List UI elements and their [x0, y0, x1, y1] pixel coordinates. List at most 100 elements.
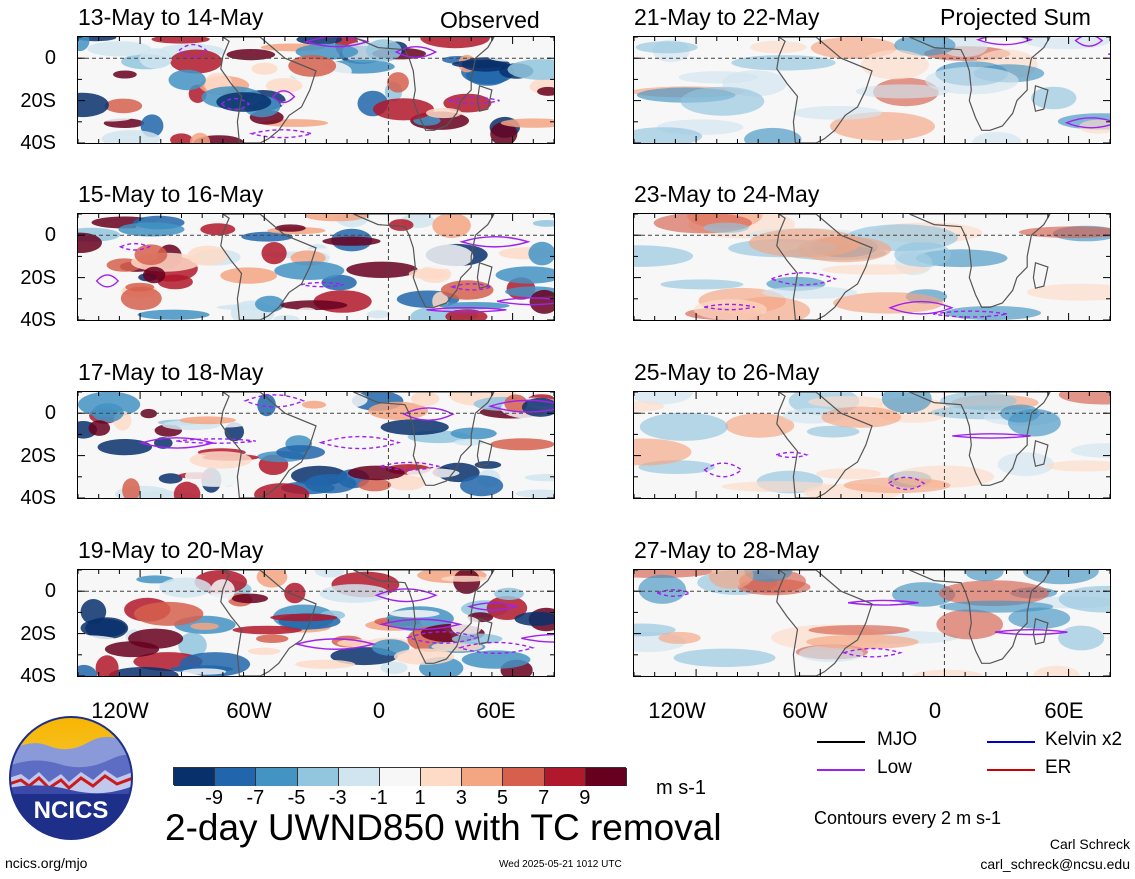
low-contour — [374, 588, 438, 603]
anomaly-blob — [346, 261, 418, 278]
anomaly-blob — [134, 244, 168, 265]
anomaly-blob — [270, 613, 338, 622]
wind-field — [78, 214, 554, 320]
anomaly-blob — [358, 478, 392, 492]
wind-field — [634, 37, 1110, 143]
anomaly-blob — [748, 228, 862, 258]
anomaly-blob — [944, 306, 1041, 320]
anomaly-blob — [634, 438, 692, 466]
south-america-outline — [776, 214, 873, 320]
colorbar-tick-label: -9 — [205, 787, 224, 809]
anomaly-blob — [1058, 392, 1110, 405]
low-contour — [318, 435, 402, 450]
anomaly-blob — [744, 127, 802, 143]
anomaly-blob — [241, 231, 293, 242]
anomaly-blob — [938, 580, 1049, 607]
anomaly-blob — [347, 465, 405, 481]
anomaly-blob — [925, 66, 1019, 95]
anomaly-blob — [104, 98, 143, 114]
footer-author: Carl Schreck — [1049, 836, 1130, 852]
madagascar-outline — [1032, 439, 1049, 467]
legend-swatch-low — [817, 769, 865, 771]
anomaly-blob — [529, 289, 554, 314]
anomaly-blob — [178, 632, 207, 658]
anomaly-blob — [304, 214, 368, 222]
low-contour — [243, 394, 306, 408]
anomaly-blob — [537, 86, 554, 96]
anomaly-blob — [843, 477, 951, 494]
anomaly-blob — [673, 648, 776, 667]
colorbar-cell — [215, 768, 257, 786]
y-tick-label: 20S — [20, 267, 56, 289]
anomaly-blob — [486, 596, 528, 620]
anomaly-blob — [280, 98, 339, 110]
anomaly-blob — [532, 220, 554, 227]
anomaly-blob — [387, 474, 426, 491]
low-contour — [378, 618, 463, 631]
anomaly-blob — [1023, 570, 1099, 585]
legend-label-mjo: MJO — [877, 729, 918, 750]
y-tick-label: 40S — [20, 309, 56, 331]
footer-email[interactable]: carl_schreck@ncsu.edu — [980, 856, 1130, 872]
low-contour — [248, 129, 315, 139]
colorbar-tick-label: -7 — [246, 787, 265, 809]
anomaly-blob — [972, 132, 1022, 143]
anomaly-blob — [798, 645, 864, 663]
panel-title: 25-May to 26-May — [634, 359, 820, 385]
footer-url[interactable]: ncics.org/mjo — [5, 855, 88, 871]
anomaly-blob — [200, 223, 236, 236]
projected-panel-1 — [633, 36, 1111, 144]
y-tick-label: 0 — [44, 402, 56, 424]
wind-field — [78, 570, 554, 676]
ncics-logo[interactable]: NCICS — [9, 716, 133, 840]
anomaly-blob — [380, 661, 408, 674]
anomaly-blob — [373, 98, 434, 121]
low-contour — [466, 602, 519, 611]
anomaly-blob — [939, 600, 1054, 613]
anomaly-blob — [634, 623, 676, 637]
x-tick-label: 0 — [372, 698, 386, 723]
x-tick-label: 120W — [648, 698, 706, 723]
anomaly-blob — [88, 420, 111, 436]
low-contour — [487, 399, 554, 413]
anomaly-blob — [86, 114, 132, 122]
anomaly-blob — [494, 587, 524, 600]
anomaly-blob — [154, 437, 173, 449]
anomaly-blob — [703, 222, 749, 233]
anomaly-blob — [808, 396, 888, 408]
low-contour — [1074, 37, 1104, 47]
x-tick-label: 60E — [476, 698, 516, 723]
low-contour — [118, 242, 151, 251]
anomaly-blob — [365, 39, 402, 62]
anomaly-blob — [892, 582, 956, 607]
anomaly-blob — [265, 78, 303, 94]
colorbar-tick-label: 9 — [579, 787, 591, 809]
anomaly-blob — [301, 400, 327, 409]
anomaly-blob — [78, 37, 90, 52]
anomaly-blob — [750, 40, 807, 54]
anomaly-blob — [410, 392, 440, 406]
anomaly-blob — [912, 669, 983, 676]
legend-swatch-mjo — [817, 741, 865, 743]
anomaly-blob — [257, 394, 276, 417]
low-contour — [773, 451, 809, 459]
colorbar-tick-label: 1 — [414, 787, 426, 809]
anomaly-blob — [426, 107, 462, 119]
anomaly-blob — [634, 392, 694, 405]
colorbar-cell — [174, 768, 216, 786]
south-america-outline — [776, 37, 873, 143]
anomaly-blob — [368, 401, 429, 420]
projected-panel-3 — [633, 391, 1111, 499]
anomaly-blob — [822, 264, 930, 275]
anomaly-blob — [136, 575, 174, 584]
x-tick-label: 0 — [928, 698, 942, 723]
anomaly-blob — [220, 267, 278, 284]
anomaly-blob — [460, 475, 504, 497]
legend-label-kelvin: Kelvin x2 — [1045, 729, 1123, 750]
projected-panel-4 — [633, 569, 1111, 677]
anomaly-blob — [680, 86, 765, 116]
anomaly-blob — [634, 245, 694, 267]
colorbar-tick-label: 7 — [538, 787, 550, 809]
anomaly-blob — [388, 219, 414, 231]
legend-label-low: Low — [877, 757, 912, 778]
